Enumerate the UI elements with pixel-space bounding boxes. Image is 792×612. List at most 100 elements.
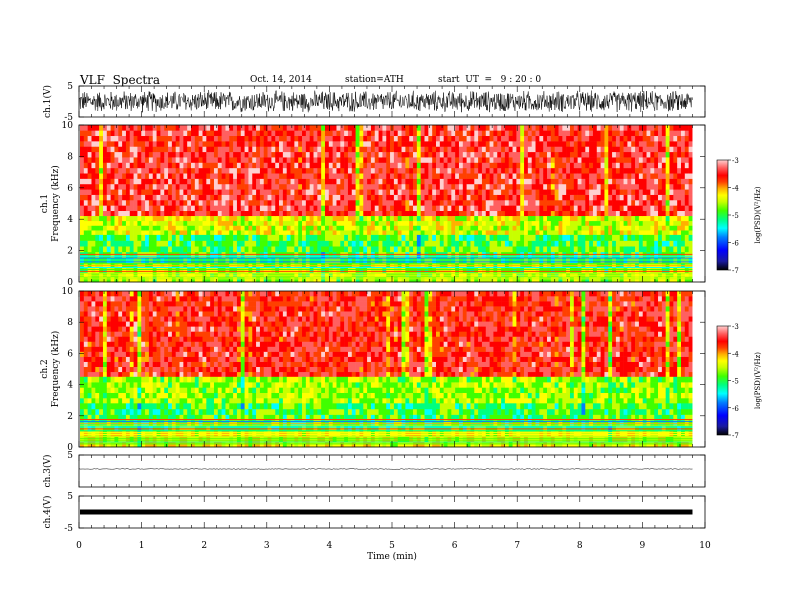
- spectrogram-cell: [175, 151, 180, 158]
- spectrogram-cell: [497, 125, 502, 131]
- spectrogram-cell: [623, 225, 628, 231]
- spectrogram-cell: [665, 125, 670, 131]
- spectrogram-cell: [179, 157, 184, 163]
- spectrogram-cell: [347, 234, 353, 241]
- spectrogram-cell: [210, 162, 215, 169]
- spectrogram-cell: [527, 234, 533, 241]
- spectrogram-cell: [585, 234, 590, 241]
- spectrogram-cell: [669, 199, 674, 206]
- spectrogram-cell: [374, 205, 379, 212]
- spectrogram-cell: [160, 205, 165, 212]
- spectrogram-cell: [271, 234, 276, 241]
- spectrogram-cell: [393, 240, 399, 247]
- spectrogram-cell: [279, 234, 284, 241]
- spectrogram-cell: [175, 199, 180, 206]
- spectrogram-cell: [485, 130, 490, 137]
- spectrogram-cell: [324, 220, 330, 226]
- spectrogram-cell: [539, 225, 544, 231]
- spectrogram-cell: [213, 246, 219, 253]
- spectrogram-cell: [627, 151, 632, 158]
- spectrogram-cell: [336, 210, 341, 217]
- spectrogram-cell: [225, 210, 230, 217]
- spectrogram-cell: [313, 135, 318, 142]
- spectrogram-cell: [458, 225, 464, 231]
- spectrogram-cell: [367, 267, 372, 273]
- spectrogram-cell: [279, 130, 284, 137]
- spectrogram-cell: [240, 157, 245, 163]
- spectrogram-cell: [141, 230, 146, 236]
- spectrogram-cell: [535, 173, 540, 179]
- spectrogram-cell: [198, 234, 203, 241]
- spectrogram-cell: [569, 125, 575, 131]
- spectrogram-cell: [171, 267, 176, 273]
- spectrogram-cell: [95, 267, 100, 273]
- spectrogram-cell: [355, 135, 360, 142]
- spectrogram-cell: [179, 183, 184, 190]
- spectrogram-cell: [478, 189, 483, 195]
- spectrogram-cell: [436, 199, 441, 206]
- spectrogram-cell: [684, 141, 689, 147]
- spectrogram-cell: [110, 173, 115, 179]
- spectrogram-cell: [535, 234, 540, 241]
- spectrogram-cell: [294, 135, 299, 142]
- spectrogram-cell: [661, 125, 666, 131]
- spectrogram-cell: [233, 146, 238, 153]
- spectrogram-cell: [110, 205, 115, 212]
- spectrogram-cell: [148, 135, 154, 142]
- spectrogram-cell: [271, 220, 276, 226]
- spectrogram-cell: [248, 173, 253, 179]
- spectrogram-cell: [451, 220, 456, 226]
- spectrogram-cell: [118, 130, 123, 137]
- spectrogram-cell: [347, 210, 353, 217]
- spectrogram-cell: [413, 130, 418, 137]
- spectrogram-cell: [497, 135, 502, 142]
- spectrogram-cell: [271, 199, 276, 206]
- spectrogram-cell: [363, 210, 368, 217]
- spectrogram-cell: [187, 246, 192, 253]
- spectrogram-cell: [397, 267, 402, 273]
- spectrogram-cell: [619, 135, 624, 142]
- spectrogram-cell: [493, 220, 498, 226]
- spectrogram-cell: [148, 194, 154, 201]
- spectrogram-cell: [608, 157, 613, 163]
- spectrogram-cell: [305, 199, 310, 206]
- spectrogram-cell: [397, 220, 402, 226]
- spectrogram-cell: [424, 141, 429, 147]
- spectrogram-cell: [133, 130, 138, 137]
- spectrogram-cell: [275, 267, 280, 273]
- spectrogram-cell: [236, 141, 242, 147]
- spectrogram-cell: [612, 151, 617, 158]
- spectrogram-cell: [198, 205, 203, 212]
- spectrogram-cell: [347, 205, 353, 212]
- spectrogram-cell: [133, 151, 138, 158]
- spectrogram-cell: [485, 125, 490, 131]
- spectrogram-cell: [589, 162, 594, 169]
- spectrogram-cell: [436, 205, 441, 212]
- spectrogram-cell: [508, 225, 513, 231]
- spectrogram-cell: [110, 194, 115, 201]
- spectrogram-cell: [367, 178, 372, 185]
- spectrogram-cell: [259, 199, 265, 206]
- spectrogram-cell: [171, 220, 176, 226]
- spectrogram-cell: [501, 199, 506, 206]
- spectrogram-cell: [508, 220, 513, 226]
- spectrogram-cell: [566, 234, 571, 241]
- spectrogram-cell: [543, 135, 548, 142]
- spectrogram-cell: [175, 194, 180, 201]
- spectrogram-cell: [106, 189, 111, 195]
- spectrogram-cell: [481, 162, 487, 169]
- spectrogram-cell: [347, 230, 353, 236]
- spectrogram-cell: [313, 234, 318, 241]
- spectrogram-cell: [198, 220, 203, 226]
- spectrogram-cell: [340, 220, 345, 226]
- spectrogram-cell: [592, 162, 598, 169]
- spectrogram-cell: [443, 205, 448, 212]
- spectrogram-cell: [504, 135, 510, 142]
- spectrogram-cell: [363, 183, 368, 190]
- spectrogram-cell: [508, 125, 513, 131]
- spectrogram-cell: [681, 230, 686, 236]
- spectrogram-cell: [439, 178, 444, 185]
- spectrogram-cell: [485, 173, 490, 179]
- spectrogram-cell: [600, 234, 605, 241]
- spectrogram-cell: [378, 135, 383, 142]
